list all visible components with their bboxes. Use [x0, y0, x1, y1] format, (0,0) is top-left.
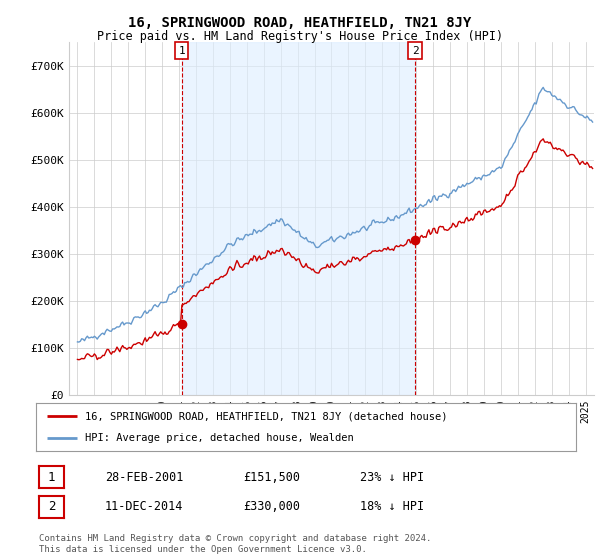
- Text: £151,500: £151,500: [243, 470, 300, 484]
- Text: 23% ↓ HPI: 23% ↓ HPI: [360, 470, 424, 484]
- Text: 18% ↓ HPI: 18% ↓ HPI: [360, 500, 424, 514]
- Bar: [182, 42, 415, 395]
- Text: 16, SPRINGWOOD ROAD, HEATHFIELD, TN21 8JY (detached house): 16, SPRINGWOOD ROAD, HEATHFIELD, TN21 8J…: [85, 411, 447, 421]
- Text: Contains HM Land Registry data © Crown copyright and database right 2024.
This d: Contains HM Land Registry data © Crown c…: [39, 534, 431, 554]
- Text: 1: 1: [178, 46, 185, 56]
- Text: 2: 2: [48, 500, 55, 514]
- Text: 1: 1: [48, 470, 55, 484]
- Text: HPI: Average price, detached house, Wealden: HPI: Average price, detached house, Weal…: [85, 433, 353, 443]
- Text: Price paid vs. HM Land Registry's House Price Index (HPI): Price paid vs. HM Land Registry's House …: [97, 30, 503, 43]
- Text: 16, SPRINGWOOD ROAD, HEATHFIELD, TN21 8JY: 16, SPRINGWOOD ROAD, HEATHFIELD, TN21 8J…: [128, 16, 472, 30]
- Text: 11-DEC-2014: 11-DEC-2014: [105, 500, 184, 514]
- Text: £330,000: £330,000: [243, 500, 300, 514]
- Text: 28-FEB-2001: 28-FEB-2001: [105, 470, 184, 484]
- Text: 2: 2: [412, 46, 419, 56]
